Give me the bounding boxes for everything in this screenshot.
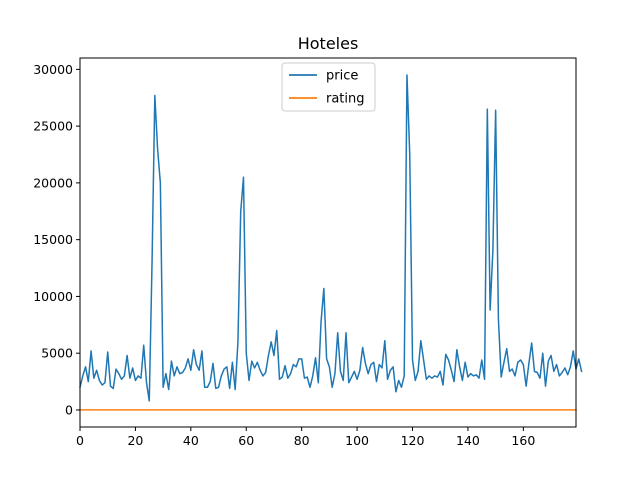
chart-title: Hoteles	[298, 34, 359, 53]
x-tick-label: 100	[345, 433, 369, 448]
series-line-price	[79, 74, 583, 402]
y-tick-label: 20000	[33, 175, 73, 190]
x-tick-label: 140	[456, 433, 480, 448]
x-tick-label: 80	[294, 433, 310, 448]
x-tick-label: 160	[511, 433, 535, 448]
y-axis: 0 5000 10000 15000 20000 25000 30000	[33, 62, 80, 417]
plot-area	[79, 74, 583, 411]
x-tick-label: 20	[127, 433, 143, 448]
x-tick-label: 60	[238, 433, 254, 448]
y-tick-label: 5000	[41, 346, 73, 361]
y-tick-label: 0	[65, 402, 73, 417]
x-tick-label: 0	[76, 433, 84, 448]
legend: price rating	[281, 62, 376, 112]
x-tick-label: 40	[183, 433, 199, 448]
x-axis: 0 20 40 60 80 100 120 140 160	[76, 427, 535, 448]
x-tick-label: 120	[401, 433, 425, 448]
axes-frame	[79, 57, 577, 428]
legend-label-rating: rating	[326, 92, 365, 107]
y-tick-label: 10000	[33, 289, 73, 304]
y-tick-label: 25000	[33, 119, 73, 134]
y-tick-label: 30000	[33, 62, 73, 77]
legend-label-price: price	[326, 69, 358, 84]
y-tick-label: 15000	[33, 232, 73, 247]
